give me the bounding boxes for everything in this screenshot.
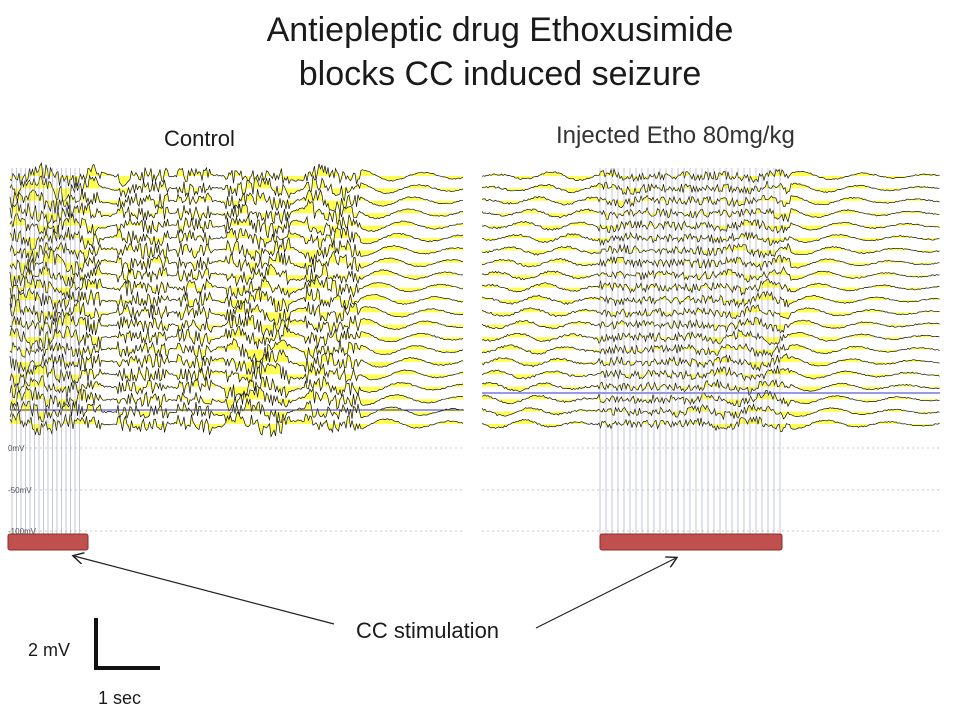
control-trace (9, 198, 464, 227)
control-trace (9, 375, 464, 400)
etho-trace-fill (482, 267, 940, 283)
etho-trace (482, 266, 940, 283)
etho-trace (481, 378, 940, 396)
etho-trace-fill (482, 343, 940, 357)
control-panel (9, 162, 464, 534)
control-trace-fill (10, 237, 464, 264)
control-trace-fill (10, 163, 464, 189)
cc-stimulation-label: CC stimulation (356, 618, 500, 643)
control-trace-fill (10, 363, 464, 388)
etho-trace-fill (482, 181, 940, 195)
etho-trace (481, 206, 940, 223)
etho-trace (481, 194, 940, 209)
control-trace (9, 348, 464, 376)
etho-trace-fill (482, 379, 940, 396)
etho-panel-label: Injected Etho 80mg/kg (556, 122, 795, 149)
control-trace (9, 261, 463, 289)
etho-trace (481, 304, 940, 320)
control-trace (9, 323, 464, 350)
etho-trace-fill (482, 232, 940, 246)
control-trace (9, 362, 464, 389)
etho-stim-bar (599, 533, 783, 551)
etho-trace-fill (482, 353, 940, 371)
control-trace (9, 338, 464, 363)
arrow-to-control-stim (74, 556, 335, 625)
control-trace (9, 162, 464, 189)
etho-trace (481, 353, 940, 372)
etho-trace (481, 290, 940, 309)
etho-trace-fill (482, 317, 940, 333)
etho-trace (481, 415, 940, 433)
etho-trace (481, 328, 940, 346)
etho-trace (481, 167, 940, 184)
etho-trace (481, 278, 940, 296)
control-trace (9, 410, 464, 438)
etho-trace-fill (482, 416, 940, 432)
scale-bar-horizontal-label: 1 sec (98, 688, 142, 708)
control-trace-fill (10, 324, 464, 350)
control-trace-fill (10, 299, 464, 326)
control-trace (9, 248, 464, 277)
etho-trace-fill (482, 304, 940, 319)
control-stim-bar (7, 533, 89, 551)
control-trace (9, 211, 464, 240)
arrow-to-etho-stim (535, 558, 676, 629)
etho-trace (481, 219, 940, 234)
etho-trace (481, 181, 940, 196)
chart-title: Antiepleptic drug Ethoxusimide blocks CC… (0, 8, 960, 96)
etho-trace-fill (482, 390, 940, 407)
etho-trace (481, 242, 940, 259)
etho-trace (481, 365, 940, 382)
etho-trace (481, 402, 940, 421)
etho-trace (481, 255, 940, 272)
title-line-2: blocks CC induced seizure (298, 55, 702, 93)
control-trace-fill (10, 411, 464, 437)
etho-trace (481, 342, 940, 358)
etho-trace-fill (482, 404, 940, 420)
control-trace-fill (10, 349, 464, 376)
etho-trace-fill (482, 365, 940, 381)
control-trace-fill (10, 175, 464, 203)
voltage-tick-0: 0mV (8, 444, 25, 453)
voltage-tick-2: -100mV (8, 527, 37, 536)
control-trace (9, 312, 464, 338)
control-trace (9, 274, 464, 300)
control-trace (9, 398, 464, 425)
control-trace (9, 188, 464, 215)
etho-trace (481, 389, 940, 408)
scale-bar-vertical-label: 2 mV (28, 640, 71, 660)
control-trace (9, 174, 464, 203)
control-panel-label: Control (164, 126, 235, 151)
etho-trace-fill (482, 243, 940, 258)
control-trace-fill (10, 386, 464, 411)
control-trace (9, 299, 464, 327)
control-trace-fill (10, 189, 464, 215)
title-line-1: Antiepleptic drug Ethoxusimide (266, 11, 734, 49)
control-trace-fill (10, 261, 464, 288)
control-trace-fill (10, 338, 464, 363)
etho-trace-fill (482, 329, 940, 345)
voltage-tick-1: -50mV (8, 486, 32, 495)
control-trace (9, 287, 464, 314)
etho-trace (481, 316, 940, 334)
control-trace-fill (10, 398, 464, 425)
etho-trace (481, 230, 940, 247)
etho-trace-fill (482, 291, 940, 308)
etho-panel (481, 167, 940, 534)
